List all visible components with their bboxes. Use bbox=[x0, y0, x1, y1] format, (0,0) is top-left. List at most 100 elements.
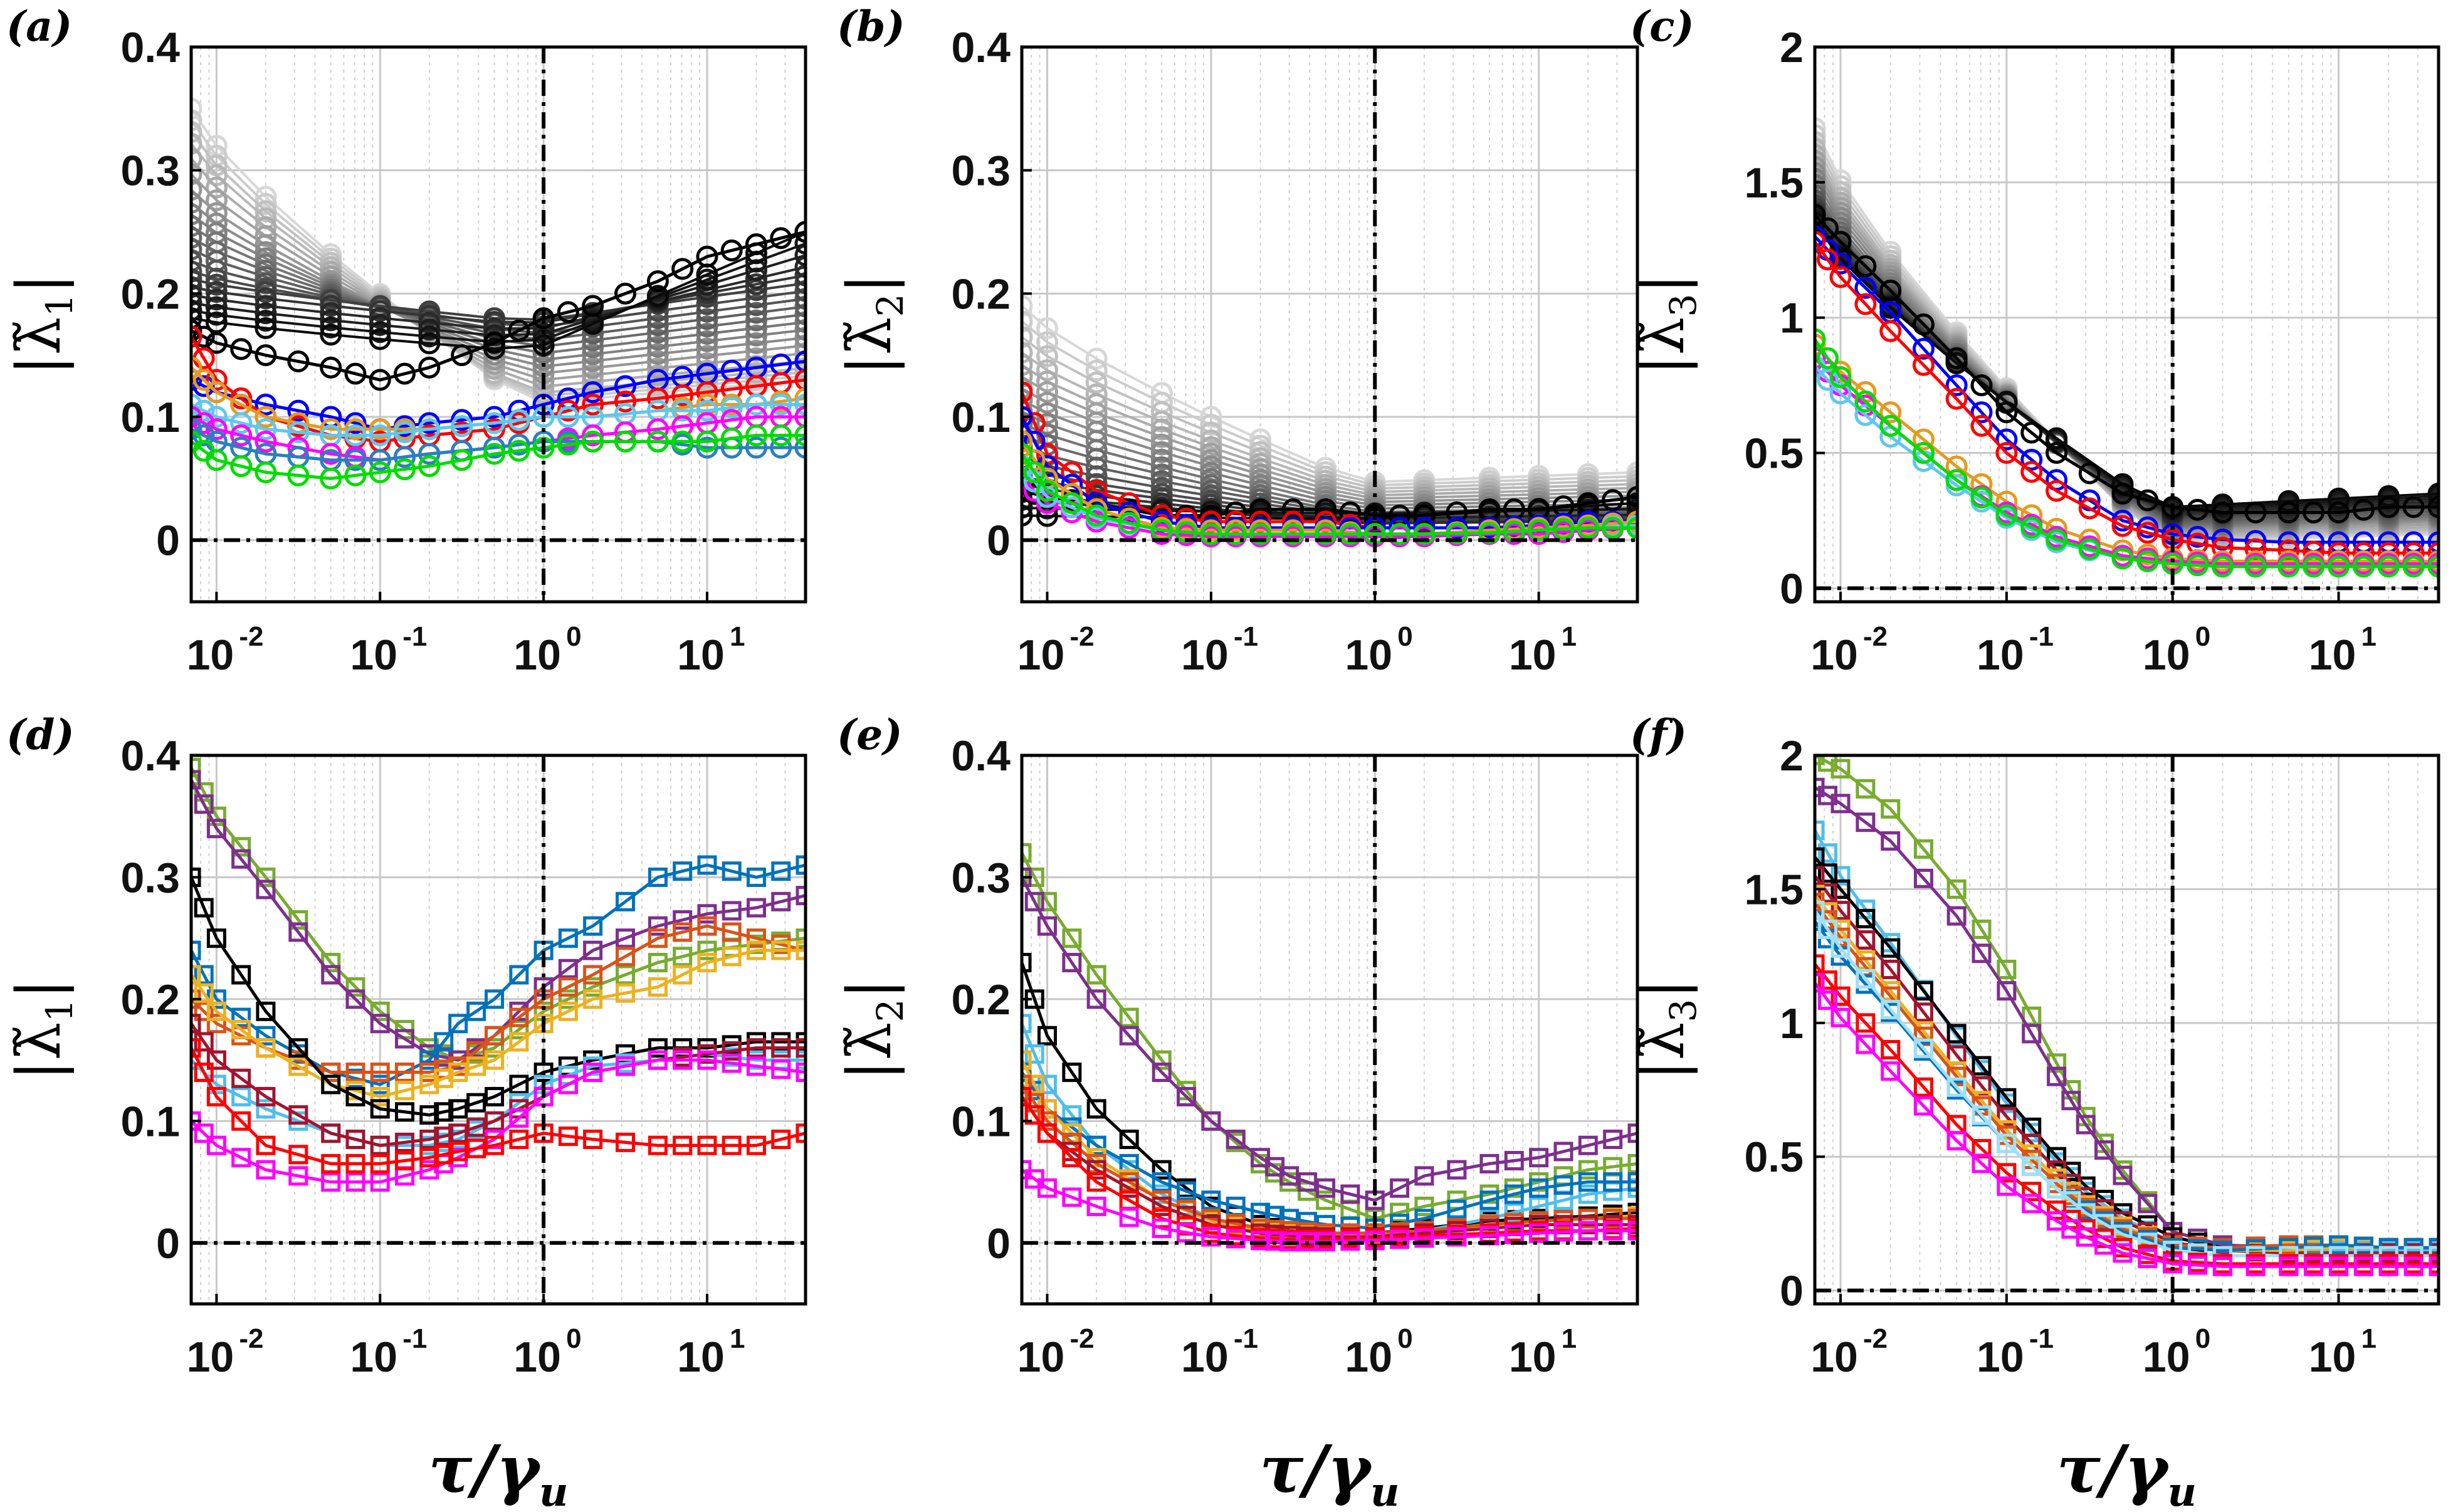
data-point-maroon bbox=[1119, 1178, 1139, 1198]
data-point-cyan bbox=[696, 399, 718, 422]
data-point-light-cyan bbox=[1830, 938, 1851, 958]
data-point-cyan bbox=[1830, 866, 1851, 886]
data-point-blue bbox=[255, 393, 277, 416]
data-point-blue bbox=[616, 891, 636, 911]
data-point-green bbox=[255, 461, 277, 483]
band-marker bbox=[1150, 441, 1173, 463]
band-marker bbox=[696, 308, 718, 330]
data-point-black bbox=[345, 1086, 365, 1106]
data-point-green bbox=[1414, 1196, 1434, 1216]
x-tick-label: 10 bbox=[350, 1333, 397, 1381]
data-point-green bbox=[614, 430, 637, 453]
data-point-purple bbox=[2076, 1115, 2096, 1135]
data-point-orange bbox=[370, 1063, 390, 1083]
band-marker bbox=[1150, 411, 1173, 433]
data-point-red bbox=[1061, 461, 1083, 483]
data-point-green bbox=[394, 458, 416, 481]
y-tick-label: 0.3 bbox=[120, 854, 180, 901]
y-axis-label: |λ̃3| bbox=[1627, 273, 1704, 375]
data-point-purple bbox=[2061, 1091, 2081, 1111]
data-point-magenta bbox=[1818, 990, 1838, 1011]
data-point-green bbox=[558, 989, 578, 1009]
data-point-orange bbox=[344, 418, 367, 441]
x-tick-exponent: -2 bbox=[239, 621, 263, 652]
band-marker bbox=[794, 295, 806, 318]
data-point-red bbox=[395, 1151, 415, 1171]
band-marker bbox=[191, 132, 202, 155]
data-point-purple bbox=[1226, 1130, 1246, 1149]
xlabel-main: τ/γ bbox=[1259, 1431, 1373, 1508]
data-point-yellow bbox=[509, 1032, 529, 1052]
band-marker bbox=[794, 244, 806, 266]
band-marker bbox=[1815, 167, 1826, 190]
data-point-black bbox=[1086, 1099, 1106, 1119]
band-marker bbox=[794, 233, 806, 255]
data-point-green bbox=[770, 424, 792, 446]
data-point-purple bbox=[1529, 1148, 1549, 1168]
data-point-magenta bbox=[1815, 973, 1825, 993]
band-marker bbox=[1022, 342, 1033, 364]
data-point-purple bbox=[1972, 943, 1992, 963]
data-point-black bbox=[1152, 1160, 1172, 1180]
data-point-blue bbox=[370, 1074, 390, 1095]
data-point-green bbox=[720, 427, 743, 449]
data-point-black bbox=[646, 270, 669, 293]
band-marker bbox=[205, 288, 228, 311]
data-point-black bbox=[582, 295, 604, 317]
data-point-black bbox=[466, 1093, 486, 1113]
band-marker bbox=[205, 303, 228, 326]
data-point-green bbox=[1945, 469, 1968, 491]
series-line-green bbox=[191, 434, 806, 480]
band-marker bbox=[191, 238, 202, 261]
band-marker bbox=[1815, 130, 1826, 153]
data-point-black bbox=[2136, 489, 2159, 512]
data-point-green bbox=[483, 443, 506, 465]
data-point-magenta bbox=[2329, 1256, 2349, 1276]
band-marker bbox=[255, 295, 277, 317]
data-point-black bbox=[648, 1038, 668, 1058]
data-point-red bbox=[2111, 515, 2134, 537]
data-point-black bbox=[448, 1099, 468, 1119]
band-marker bbox=[205, 296, 228, 318]
band-marker bbox=[646, 328, 669, 351]
data-point-red bbox=[231, 1111, 251, 1131]
band-marker bbox=[191, 299, 202, 322]
band-marker bbox=[369, 307, 391, 329]
data-point-green bbox=[1627, 1153, 1637, 1173]
data-point-blue bbox=[794, 350, 806, 372]
data-point-black bbox=[256, 1001, 276, 1021]
y-axis-label: |λ̃1| bbox=[4, 273, 81, 375]
x-tick-label: 10 bbox=[1345, 1333, 1392, 1381]
ylabel-symbol: λ̃ bbox=[834, 317, 905, 355]
band-marker bbox=[582, 343, 604, 365]
data-point-cyan bbox=[796, 1050, 806, 1070]
data-point-green bbox=[2111, 547, 2134, 570]
data-point-blue bbox=[1479, 1190, 1499, 1210]
data-point-purple bbox=[194, 794, 214, 814]
data-point-light-cyan bbox=[1946, 1077, 1967, 1097]
data-point-purple bbox=[1603, 1130, 1623, 1149]
band-marker bbox=[745, 302, 767, 324]
x-tick-exponent: 0 bbox=[2195, 621, 2210, 652]
band-marker bbox=[191, 260, 202, 283]
data-point-green bbox=[648, 953, 668, 973]
x-tick-exponent: -2 bbox=[1069, 621, 1094, 652]
data-point-red bbox=[1024, 1105, 1044, 1125]
band-marker bbox=[794, 327, 806, 349]
ylabel-subscript: 2 bbox=[869, 999, 911, 1022]
series-purple bbox=[1022, 867, 1637, 1210]
data-point-blue bbox=[418, 412, 441, 434]
data-point-blue bbox=[231, 1007, 251, 1027]
x-tick-label: 10 bbox=[1509, 631, 1557, 679]
data-point-green bbox=[485, 1038, 505, 1058]
data-point-black bbox=[1815, 847, 1825, 867]
data-point-green bbox=[2211, 555, 2234, 578]
data-layer bbox=[191, 757, 806, 1192]
band-curve bbox=[191, 231, 806, 350]
data-point-green bbox=[673, 947, 693, 967]
x-tick-exponent: 0 bbox=[1397, 1323, 1412, 1354]
data-point-maroon bbox=[466, 1117, 486, 1137]
data-point-maroon bbox=[288, 1105, 308, 1125]
data-point-teal bbox=[696, 436, 718, 459]
band-marker bbox=[745, 273, 767, 295]
